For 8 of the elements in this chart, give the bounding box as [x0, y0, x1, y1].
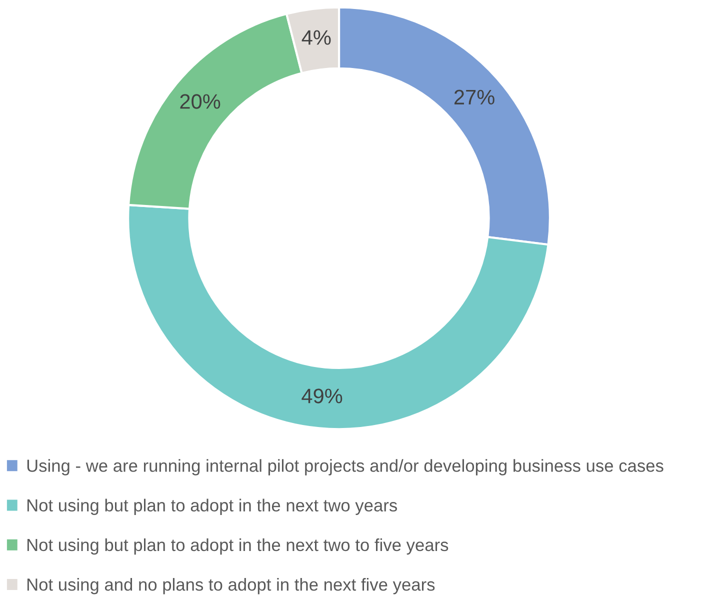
data-label: 4% — [302, 30, 331, 45]
legend-label: Not using but plan to adopt in the next two to five years — [27, 538, 448, 555]
legend-label: Using - we are running internal pilot projects and/or developing business use cases — [27, 459, 664, 476]
data-label: 49% — [302, 388, 342, 404]
data-label: 20% — [180, 94, 220, 109]
data-label: 27% — [454, 90, 494, 104]
legend-label: Not using and no plans to adopt in the next five years — [27, 578, 435, 594]
legend-label: Not using but plan to adopt in the next two years — [27, 498, 397, 515]
